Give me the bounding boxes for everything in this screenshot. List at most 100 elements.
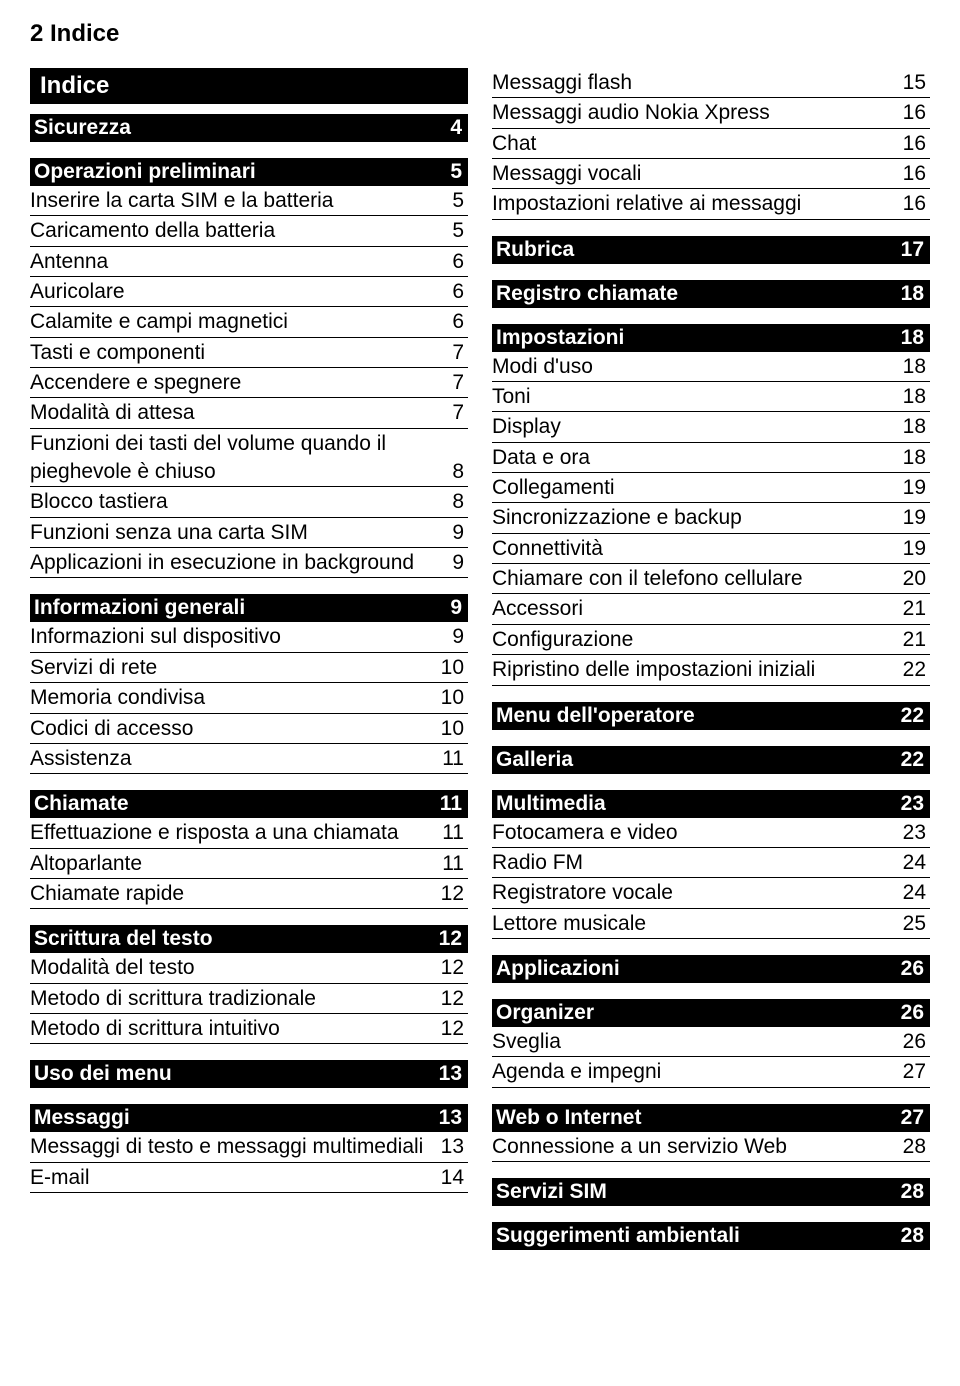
section-label: Messaggi — [34, 1106, 130, 1130]
toc-entry[interactable]: Display18 — [492, 412, 930, 442]
entry-label: Messaggi audio Nokia Xpress — [492, 99, 903, 127]
section-header[interactable]: Menu dell'operatore22 — [492, 702, 930, 730]
toc-entry[interactable]: Messaggi audio Nokia Xpress16 — [492, 98, 930, 128]
section-header[interactable]: Servizi SIM28 — [492, 1178, 930, 1206]
entry-label: Collegamenti — [492, 474, 903, 502]
toc-entry[interactable]: Accendere e spegnere7 — [30, 368, 468, 398]
toc-entry[interactable]: Agenda e impegni27 — [492, 1057, 930, 1087]
toc-entry[interactable]: Data e ora18 — [492, 443, 930, 473]
section-page: 28 — [901, 1180, 924, 1204]
toc-entry[interactable]: Chat16 — [492, 129, 930, 159]
toc-entry[interactable]: Inserire la carta SIM e la batteria5 — [30, 186, 468, 216]
toc-entry[interactable]: Connessione a un servizio Web28 — [492, 1132, 930, 1162]
toc-entry[interactable]: Configurazione21 — [492, 625, 930, 655]
entry-label: Memoria condivisa — [30, 684, 441, 712]
section-header[interactable]: Registro chiamate18 — [492, 280, 930, 308]
toc-entry[interactable]: Servizi di rete10 — [30, 653, 468, 683]
toc-entry[interactable]: Radio FM24 — [492, 848, 930, 878]
toc-entry[interactable]: Messaggi di testo e messaggi multimedial… — [30, 1132, 468, 1162]
toc-entry[interactable]: Collegamenti19 — [492, 473, 930, 503]
gap — [30, 1044, 468, 1052]
entry-page: 14 — [441, 1164, 464, 1192]
entry-label: Messaggi flash — [492, 69, 903, 97]
toc-entry[interactable]: Modalità del testo12 — [30, 953, 468, 983]
toc-entry[interactable]: Messaggi flash15 — [492, 68, 930, 98]
gap — [30, 909, 468, 917]
gap — [30, 1088, 468, 1096]
section-label: Uso dei menu — [34, 1062, 172, 1086]
toc-entry[interactable]: Fotocamera e video23 — [492, 818, 930, 848]
section-header[interactable]: Uso dei menu13 — [30, 1060, 468, 1088]
toc-entry[interactable]: Modi d'uso18 — [492, 352, 930, 382]
entry-page: 19 — [903, 535, 926, 563]
section-header[interactable]: Web o Internet27 — [492, 1104, 930, 1132]
toc-entry[interactable]: Modalità di attesa7 — [30, 398, 468, 428]
section-page: 17 — [901, 238, 924, 262]
entry-label: Modi d'uso — [492, 353, 903, 381]
toc-entry[interactable]: Altoparlante11 — [30, 849, 468, 879]
gap — [492, 1162, 930, 1170]
toc-entry[interactable]: Calamite e campi magnetici6 — [30, 307, 468, 337]
entry-page: 23 — [903, 819, 926, 847]
section-label: Rubrica — [496, 238, 574, 262]
toc-entry[interactable]: Sincronizzazione e backup19 — [492, 503, 930, 533]
section-label: Scrittura del testo — [34, 927, 213, 951]
section-header[interactable]: Informazioni generali9 — [30, 594, 468, 622]
section-header[interactable]: Rubrica 17 — [492, 236, 930, 264]
gap — [492, 1088, 930, 1096]
toc-entry[interactable]: Antenna6 — [30, 247, 468, 277]
section-header[interactable]: Suggerimenti ambientali28 — [492, 1222, 930, 1250]
toc-entry[interactable]: Blocco tastiera8 — [30, 487, 468, 517]
toc-entry[interactable]: Funzioni dei tasti del volume quando il … — [30, 429, 468, 488]
section-header[interactable]: Organizer26 — [492, 999, 930, 1027]
toc-entry[interactable]: Impostazioni relative ai messaggi16 — [492, 189, 930, 219]
toc-entry[interactable]: Toni18 — [492, 382, 930, 412]
toc-entry[interactable]: Sveglia26 — [492, 1027, 930, 1057]
toc-entry[interactable]: Accessori21 — [492, 594, 930, 624]
entry-label: Connettività — [492, 535, 903, 563]
toc-entry[interactable]: Effettuazione e risposta a una chiamata1… — [30, 818, 468, 848]
toc-entry[interactable]: Lettore musicale25 — [492, 909, 930, 939]
section-label: Operazioni preliminari — [34, 160, 256, 184]
section-header[interactable]: Sicurezza4 — [30, 114, 468, 142]
section-header[interactable]: Multimedia23 — [492, 790, 930, 818]
toc-entry[interactable]: Chiamate rapide12 — [30, 879, 468, 909]
section-header[interactable]: Scrittura del testo12 — [30, 925, 468, 953]
section-header[interactable]: Operazioni preliminari5 — [30, 158, 468, 186]
section-header[interactable]: Impostazioni18 — [492, 324, 930, 352]
section-page: 18 — [901, 326, 924, 350]
section-header[interactable]: Galleria22 — [492, 746, 930, 774]
entry-page: 18 — [903, 444, 926, 472]
toc-entry[interactable]: Informazioni sul dispositivo9 — [30, 622, 468, 652]
toc-entry[interactable]: Codici di accesso10 — [30, 714, 468, 744]
toc-entry[interactable]: Registratore vocale24 — [492, 878, 930, 908]
entry-label: Altoparlante — [30, 850, 442, 878]
entry-page: 10 — [441, 715, 464, 743]
entry-page: 26 — [903, 1028, 926, 1056]
toc-entry[interactable]: Memoria condivisa10 — [30, 683, 468, 713]
entry-page: 10 — [441, 684, 464, 712]
toc-entry[interactable]: Connettività19 — [492, 534, 930, 564]
toc-entry[interactable]: Assistenza11 — [30, 744, 468, 774]
entry-label: Caricamento della batteria — [30, 217, 452, 245]
toc-entry[interactable]: Metodo di scrittura tradizionale12 — [30, 984, 468, 1014]
section-header[interactable]: Messaggi13 — [30, 1104, 468, 1132]
toc-entry[interactable]: Caricamento della batteria5 — [30, 216, 468, 246]
toc-entry[interactable]: Messaggi vocali16 — [492, 159, 930, 189]
entry-label: Modalità del testo — [30, 954, 441, 982]
toc-entry[interactable]: Funzioni senza una carta SIM9 — [30, 518, 468, 548]
toc-entry[interactable]: Chiamare con il telefono cellulare20 — [492, 564, 930, 594]
toc-entry[interactable]: Tasti e componenti7 — [30, 338, 468, 368]
entry-label: Messaggi vocali — [492, 160, 903, 188]
entry-page: 24 — [903, 879, 926, 907]
entry-label: Funzioni senza una carta SIM — [30, 519, 452, 547]
toc-entry[interactable]: Auricolare6 — [30, 277, 468, 307]
toc-entry[interactable]: Applicazioni in esecuzione in background… — [30, 548, 468, 578]
section-header[interactable]: Applicazioni26 — [492, 955, 930, 983]
section-header[interactable]: Chiamate11 — [30, 790, 468, 818]
toc-entry[interactable]: E-mail14 — [30, 1163, 468, 1193]
section-label: Multimedia — [496, 792, 606, 816]
toc-entry[interactable]: Metodo di scrittura intuitivo12 — [30, 1014, 468, 1044]
toc-entry[interactable]: Ripristino delle impostazioni iniziali22 — [492, 655, 930, 685]
entry-page: 16 — [903, 99, 926, 127]
